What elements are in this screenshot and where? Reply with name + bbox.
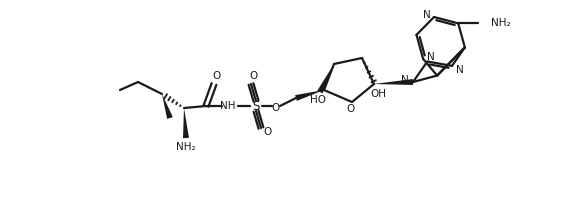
Text: O: O: [212, 71, 220, 81]
Polygon shape: [317, 64, 334, 93]
Text: N: N: [423, 10, 431, 20]
Text: S: S: [253, 100, 259, 112]
Text: O: O: [249, 71, 257, 81]
Text: NH₂: NH₂: [491, 18, 511, 28]
Text: N: N: [456, 65, 464, 75]
Text: O: O: [271, 103, 279, 113]
Polygon shape: [183, 108, 189, 138]
Text: N: N: [427, 52, 435, 62]
Text: O: O: [346, 104, 354, 114]
Text: HO: HO: [310, 95, 326, 105]
Text: N: N: [401, 75, 409, 85]
Polygon shape: [295, 90, 324, 101]
Text: NH: NH: [220, 101, 236, 111]
Text: O: O: [263, 127, 271, 137]
Polygon shape: [374, 79, 413, 85]
Text: NH₂: NH₂: [176, 142, 196, 152]
Text: OH: OH: [370, 89, 386, 99]
Polygon shape: [162, 94, 173, 119]
